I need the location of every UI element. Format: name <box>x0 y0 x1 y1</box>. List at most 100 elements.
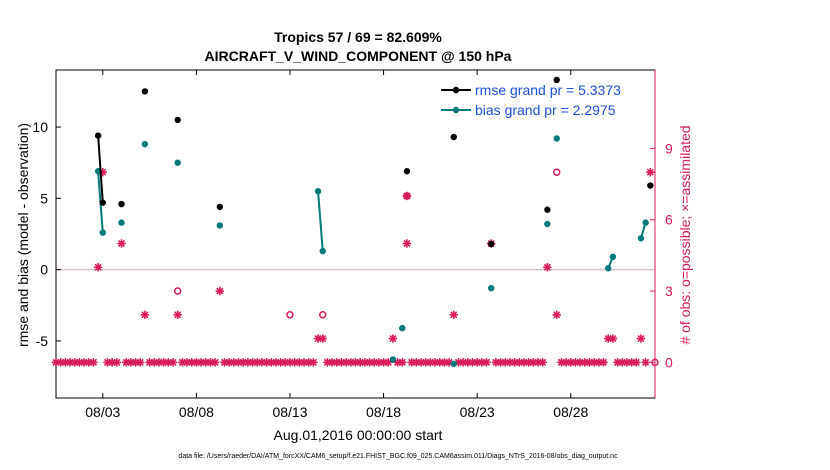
bias-point <box>544 220 551 228</box>
y2-tick-label: 6 <box>665 212 673 228</box>
obs-assimilated-marker <box>173 310 182 320</box>
asterisk-stroke <box>113 358 121 366</box>
asterisk-stroke <box>543 263 551 271</box>
x-tick-label: 08/18 <box>366 404 401 420</box>
y-tick-label: -5 <box>36 333 49 349</box>
y2-tick-label: 0 <box>665 354 673 370</box>
obs-assimilated-zero-marker <box>89 358 98 367</box>
obs-assimilated-zero-marker <box>210 358 220 367</box>
asterisk-stroke <box>309 358 317 366</box>
bias-point <box>99 229 106 236</box>
obs-assimilated-marker <box>388 334 398 343</box>
asterisk-stroke <box>211 358 219 366</box>
asterisk-stroke <box>141 311 149 319</box>
y-tick-label: 10 <box>32 119 48 135</box>
y-axis-label: rmse and bias (model - observation) <box>15 123 31 347</box>
obs-assimilated-marker <box>543 263 552 272</box>
obs-assimilated-zero-marker <box>482 358 491 367</box>
obs-assimilated-marker <box>318 334 327 343</box>
obs-assimilated-marker <box>117 239 126 248</box>
asterisk-stroke <box>450 311 458 319</box>
obs-assimilated-marker <box>646 168 655 177</box>
obs-assimilated-marker <box>449 310 458 320</box>
rmse-point <box>94 132 102 139</box>
legend-rmse-label: rmse grand pr = 5.3373 <box>475 82 621 98</box>
asterisk-stroke <box>169 358 177 366</box>
asterisk-stroke <box>609 334 617 343</box>
x-axis-label: Aug.01,2016 00:00:00 start <box>274 427 443 443</box>
x-tick-label: 08/23 <box>460 404 495 420</box>
asterisk-stroke <box>553 311 561 319</box>
rmse-line-segment <box>97 135 104 203</box>
asterisk-stroke <box>403 239 411 248</box>
obs-assimilated-zero-marker <box>168 358 178 367</box>
bias-point <box>389 356 397 363</box>
asterisk-stroke <box>174 311 182 319</box>
y2-axis-label: # of obs: o=possible; ×=assimilated <box>677 125 693 344</box>
bias-point <box>553 135 560 142</box>
obs-assimilated-zero-marker <box>309 358 318 367</box>
obs-assimilated-zero-marker <box>112 358 122 367</box>
bias-point <box>174 159 181 166</box>
asterisk-stroke <box>482 358 491 366</box>
asterisk-stroke <box>136 358 144 366</box>
asterisk-stroke <box>398 358 406 366</box>
rmse-point <box>488 240 495 248</box>
obs-possible-marker <box>286 311 294 319</box>
asterisk-stroke <box>539 358 547 366</box>
obs-assimilated-marker <box>608 334 618 343</box>
legend-rmse-marker <box>452 86 460 94</box>
obs-assimilated-marker <box>215 286 224 296</box>
bias-point <box>141 140 149 148</box>
asterisk-stroke <box>216 287 224 295</box>
rmse-point <box>216 203 223 211</box>
bias-point <box>314 188 322 195</box>
y2-tick-label: 9 <box>665 140 673 156</box>
y-tick-label: 0 <box>40 262 48 278</box>
asterisk-stroke <box>94 263 102 271</box>
obs-assimilated-zero-marker <box>538 358 547 367</box>
rmse-point <box>553 76 560 84</box>
obs-assimilated-marker <box>552 310 561 320</box>
x-tick-label: 08/13 <box>272 404 307 420</box>
asterisk-stroke <box>632 358 640 366</box>
obs-assimilated-zero-marker <box>136 358 145 367</box>
x-tick-label: 08/08 <box>179 404 214 420</box>
legend-bias-label: bias grand pr = 2.2975 <box>475 102 616 118</box>
bias-point <box>488 284 495 292</box>
bias-point <box>399 324 406 332</box>
bias-point <box>605 265 612 272</box>
rmse-point <box>403 168 411 175</box>
rmse-point <box>141 88 149 95</box>
rmse-point <box>647 182 654 189</box>
y2-tick-label: 3 <box>665 283 673 299</box>
obs-possible-marker <box>552 168 561 176</box>
bias-point <box>450 360 457 367</box>
bias-line-segment <box>317 191 324 252</box>
obs-possible-marker <box>403 192 411 200</box>
obs-assimilated-zero-marker <box>398 358 407 367</box>
chart-title: Tropics 57 / 69 = 82.609% <box>274 29 442 45</box>
x-tick-label: 08/03 <box>85 404 120 420</box>
obs-assimilated-marker <box>402 239 412 248</box>
bias-point <box>642 219 649 226</box>
rmse-point <box>544 206 551 213</box>
asterisk-stroke <box>642 358 650 366</box>
rmse-point <box>174 116 181 124</box>
obs-assimilated-marker <box>636 334 646 343</box>
bias-point <box>118 219 125 226</box>
bias-point <box>637 235 645 242</box>
obs-assimilated-marker <box>93 263 103 272</box>
asterisk-stroke <box>117 239 126 248</box>
y-tick-label: 5 <box>40 190 48 206</box>
rmse-point <box>118 200 125 208</box>
obs-possible-marker <box>173 287 182 295</box>
bias-point <box>216 222 223 229</box>
bias-point <box>319 247 326 255</box>
rmse-point <box>450 133 457 141</box>
x-tick-label: 08/28 <box>553 404 588 420</box>
obs-possible-marker <box>318 311 327 319</box>
bias-point <box>609 253 617 261</box>
